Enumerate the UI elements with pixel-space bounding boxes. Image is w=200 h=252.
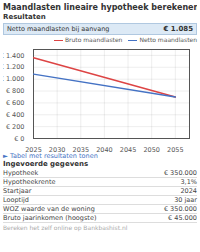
html-text:3,1%: 3,1% xyxy=(180,178,197,186)
html-text:Looptijd: Looptijd xyxy=(3,196,29,204)
svg-text:2045: 2045 xyxy=(120,146,137,152)
html-text:€ 45.000: € 45.000 xyxy=(168,214,197,222)
html-text:€ 350.000: € 350.000 xyxy=(163,169,197,177)
svg-text:€ 600: € 600 xyxy=(6,99,25,107)
svg-text:€ 0: € 0 xyxy=(14,135,24,143)
svg-text:€ 200: € 200 xyxy=(6,123,25,131)
html-text:Netto maandlasten bij aanvang: Netto maandlasten bij aanvang xyxy=(7,25,110,33)
svg-text:2035: 2035 xyxy=(72,146,89,152)
html-text:€ 1.085: € 1.085 xyxy=(163,25,193,33)
svg-text:€ 800: € 800 xyxy=(6,87,25,95)
html-text:► Tabel met resultaten tonen: ► Tabel met resultaten tonen xyxy=(3,152,98,160)
html-text:€ 350.000: € 350.000 xyxy=(163,205,197,213)
html-text:Startjaar: Startjaar xyxy=(3,187,32,195)
svg-text:€ 400: € 400 xyxy=(6,111,25,119)
svg-text:€ 1.400: € 1.400 xyxy=(3,52,25,60)
html-text:Netto maandlasten: Netto maandlasten xyxy=(139,36,197,43)
svg-text:2030: 2030 xyxy=(49,146,66,152)
html-text:Bruto maandlasten: Bruto maandlasten xyxy=(65,36,123,43)
svg-text:2050: 2050 xyxy=(143,146,160,152)
html-text:30 jaar: 30 jaar xyxy=(174,196,197,204)
svg-text:€ 1.200: € 1.200 xyxy=(3,63,25,71)
html-text:Hypotheekrente: Hypotheekrente xyxy=(3,178,56,186)
html-text:Bruto jaarinkomen (hoogste): Bruto jaarinkomen (hoogste) xyxy=(3,214,97,222)
svg-text:2055: 2055 xyxy=(167,146,184,152)
svg-text:2040: 2040 xyxy=(96,146,113,152)
svg-text:€ 1.000: € 1.000 xyxy=(3,75,25,83)
html-text:WOZ waarde van de woning: WOZ waarde van de woning xyxy=(3,205,95,213)
html-text:Resultaten: Resultaten xyxy=(3,13,46,21)
html-text:Bereken het zelf online op Ban: Bereken het zelf online op Bankbashist.n… xyxy=(3,224,128,231)
html-text:Ingevoerde gegevens: Ingevoerde gegevens xyxy=(3,160,89,168)
html-text:2024: 2024 xyxy=(180,187,197,195)
html-text:Hypotheek: Hypotheek xyxy=(3,169,39,177)
svg-text:2025: 2025 xyxy=(25,146,42,152)
